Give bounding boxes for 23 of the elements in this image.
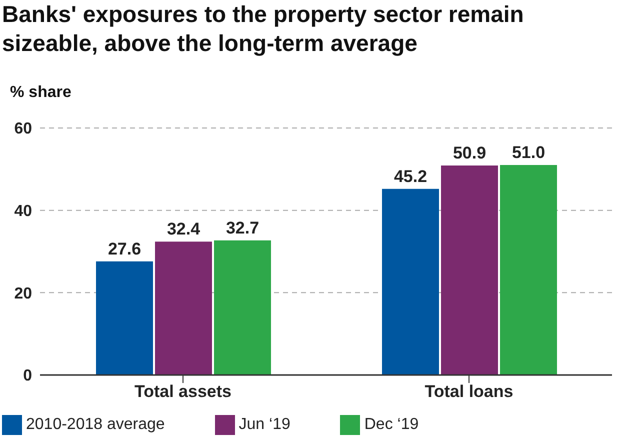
y-tick-label: 0 — [23, 368, 32, 385]
y-tick-label: 60 — [14, 120, 32, 138]
bar — [500, 165, 557, 375]
chart-title: Banks' exposures to the property sector remain sizeable, above the long-term average — [2, 0, 525, 58]
bar — [214, 240, 271, 375]
bar — [441, 165, 498, 375]
data-label: 27.6 — [108, 239, 142, 258]
x-tick-label: Total assets — [134, 382, 232, 402]
bar — [382, 188, 439, 375]
legend-label: 2010-2018 average — [26, 416, 165, 434]
y-tick-label: 40 — [14, 203, 32, 220]
legend-label: Jun ‘19 — [238, 416, 290, 434]
data-label: 32.4 — [166, 220, 201, 239]
legend-label: Dec ‘19 — [364, 416, 419, 434]
bar — [155, 242, 212, 375]
data-label: 51.0 — [512, 143, 546, 162]
data-label: 45.2 — [394, 166, 428, 186]
data-label: 50.9 — [452, 143, 486, 162]
data-label: 32.7 — [226, 218, 260, 238]
y-tick-label: 20 — [14, 285, 32, 302]
bar — [96, 261, 153, 375]
x-tick-label: Total loans — [424, 382, 514, 402]
y-axis-title: % share — [10, 84, 72, 102]
